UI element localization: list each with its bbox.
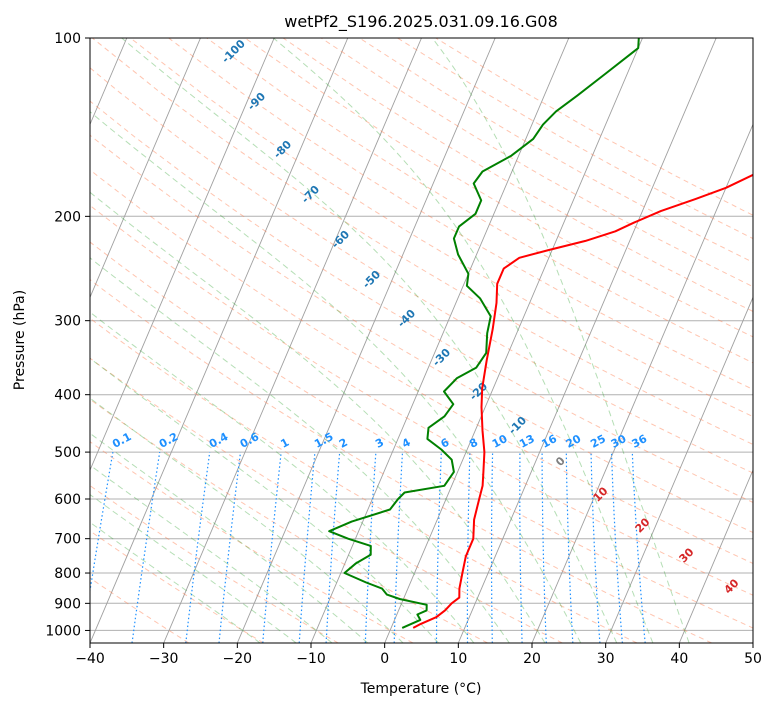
x-tick-label: 10: [449, 651, 467, 667]
x-axis-label: Temperature (°C): [360, 681, 482, 697]
moist-adiabat-line: [431, 38, 690, 643]
y-tick-label: 700: [54, 532, 81, 548]
x-tick-label: −40: [75, 651, 105, 667]
mixing-ratio-line: [185, 452, 211, 643]
x-tick-label: 0: [380, 651, 389, 667]
isotherm-line: [531, 123, 753, 643]
dry-adiabat-line: [90, 241, 753, 629]
isotherm-line: [163, 38, 422, 643]
moist-adiabat-line: [90, 257, 510, 643]
dewpoint-profile-line: [328, 38, 640, 629]
mixing-ratio-line: [631, 452, 646, 643]
profile-series: [328, 38, 753, 629]
x-tick-label: −30: [149, 651, 179, 667]
y-axis: 1000 900 800 700 600 500 400 300 200 100: [45, 31, 90, 639]
x-tick-label: 20: [523, 651, 541, 667]
isotherm-line: [605, 296, 753, 643]
dry-adiabat-line: [90, 441, 414, 643]
y-axis-label: Pressure (hPa): [12, 290, 28, 390]
mixing-ratio-lines: [90, 451, 646, 643]
moist-adiabat-line: [90, 432, 369, 643]
isotherm-line: [384, 38, 643, 643]
isotherm-line: [90, 38, 275, 472]
dry-adiabat-line: [90, 67, 753, 474]
mixing-ratio-label: 30: [609, 432, 629, 451]
skewed-isotherms: [90, 38, 753, 643]
temperature-profile-line: [412, 173, 753, 629]
isotherm-line: [90, 38, 349, 643]
mixing-ratio-label: 10: [490, 432, 510, 451]
mixing-ratio-label: 36: [630, 432, 650, 451]
isotherm-line: [678, 468, 753, 643]
moist-adiabat-line: [90, 464, 333, 643]
dry-adiabat-line: [90, 204, 753, 596]
dry-adiabats: [90, 38, 753, 643]
moist-adiabat-line: [90, 357, 439, 643]
isotherm-line: [236, 38, 496, 643]
moist-adiabat-line: [273, 38, 654, 643]
mixing-ratio-label: 13: [517, 432, 537, 451]
dry-adiabat-line: [90, 134, 753, 534]
plot-frame: [89, 37, 754, 644]
y-tick-label: 300: [54, 314, 81, 330]
mixing-ratio-label: 20: [564, 432, 584, 451]
mixing-ratio-line: [298, 452, 316, 643]
dry-adiabat-line: [282, 38, 753, 313]
x-tick-label: 50: [744, 651, 762, 667]
y-tick-label: 200: [54, 209, 81, 225]
y-tick-label: 500: [54, 445, 81, 461]
mixing-ratio-line: [262, 452, 282, 643]
isotherm-line: [90, 38, 201, 299]
moist-adiabat-line: [90, 521, 261, 643]
dry-adiabat-line: [90, 398, 488, 643]
y-tick-label: 1000: [45, 623, 81, 639]
dry-adiabat-line: [90, 357, 563, 643]
moist-adiabat-line: [90, 397, 404, 643]
dry-adiabat-line: [90, 169, 753, 564]
y-tick-label: 800: [54, 566, 81, 582]
dry-adiabat-line: [90, 484, 339, 643]
plot-area: [90, 38, 753, 643]
y-tick-label: 600: [54, 492, 81, 508]
y-tick-label: 100: [54, 31, 81, 47]
x-axis: −40 −30 −20 −10 0 10 20 30 40 50: [75, 643, 762, 667]
x-tick-label: 30: [597, 651, 615, 667]
moist-adiabat-line: [90, 311, 475, 643]
mixing-ratio-label: 16: [539, 432, 559, 451]
isotherm-line: [310, 38, 570, 643]
dry-adiabat-line: [130, 38, 753, 418]
mixing-ratio-label: 25: [588, 432, 608, 451]
dry-adiabat-line: [206, 38, 753, 364]
mixing-ratio-line: [131, 452, 161, 643]
moist-adiabat-line: [90, 494, 297, 643]
mixing-ratio-line: [218, 452, 242, 643]
x-tick-label: 40: [670, 651, 688, 667]
moist-adiabat-line: [121, 38, 618, 643]
x-tick-label: −10: [296, 651, 326, 667]
isotherm-line: [457, 38, 717, 643]
y-tick-label: 400: [54, 388, 81, 404]
chart-title: wetPf2_S196.2025.031.09.16.G08: [284, 12, 558, 32]
moist-adiabats: [90, 38, 690, 643]
y-tick-label: 900: [54, 596, 81, 612]
x-tick-label: −20: [223, 651, 253, 667]
